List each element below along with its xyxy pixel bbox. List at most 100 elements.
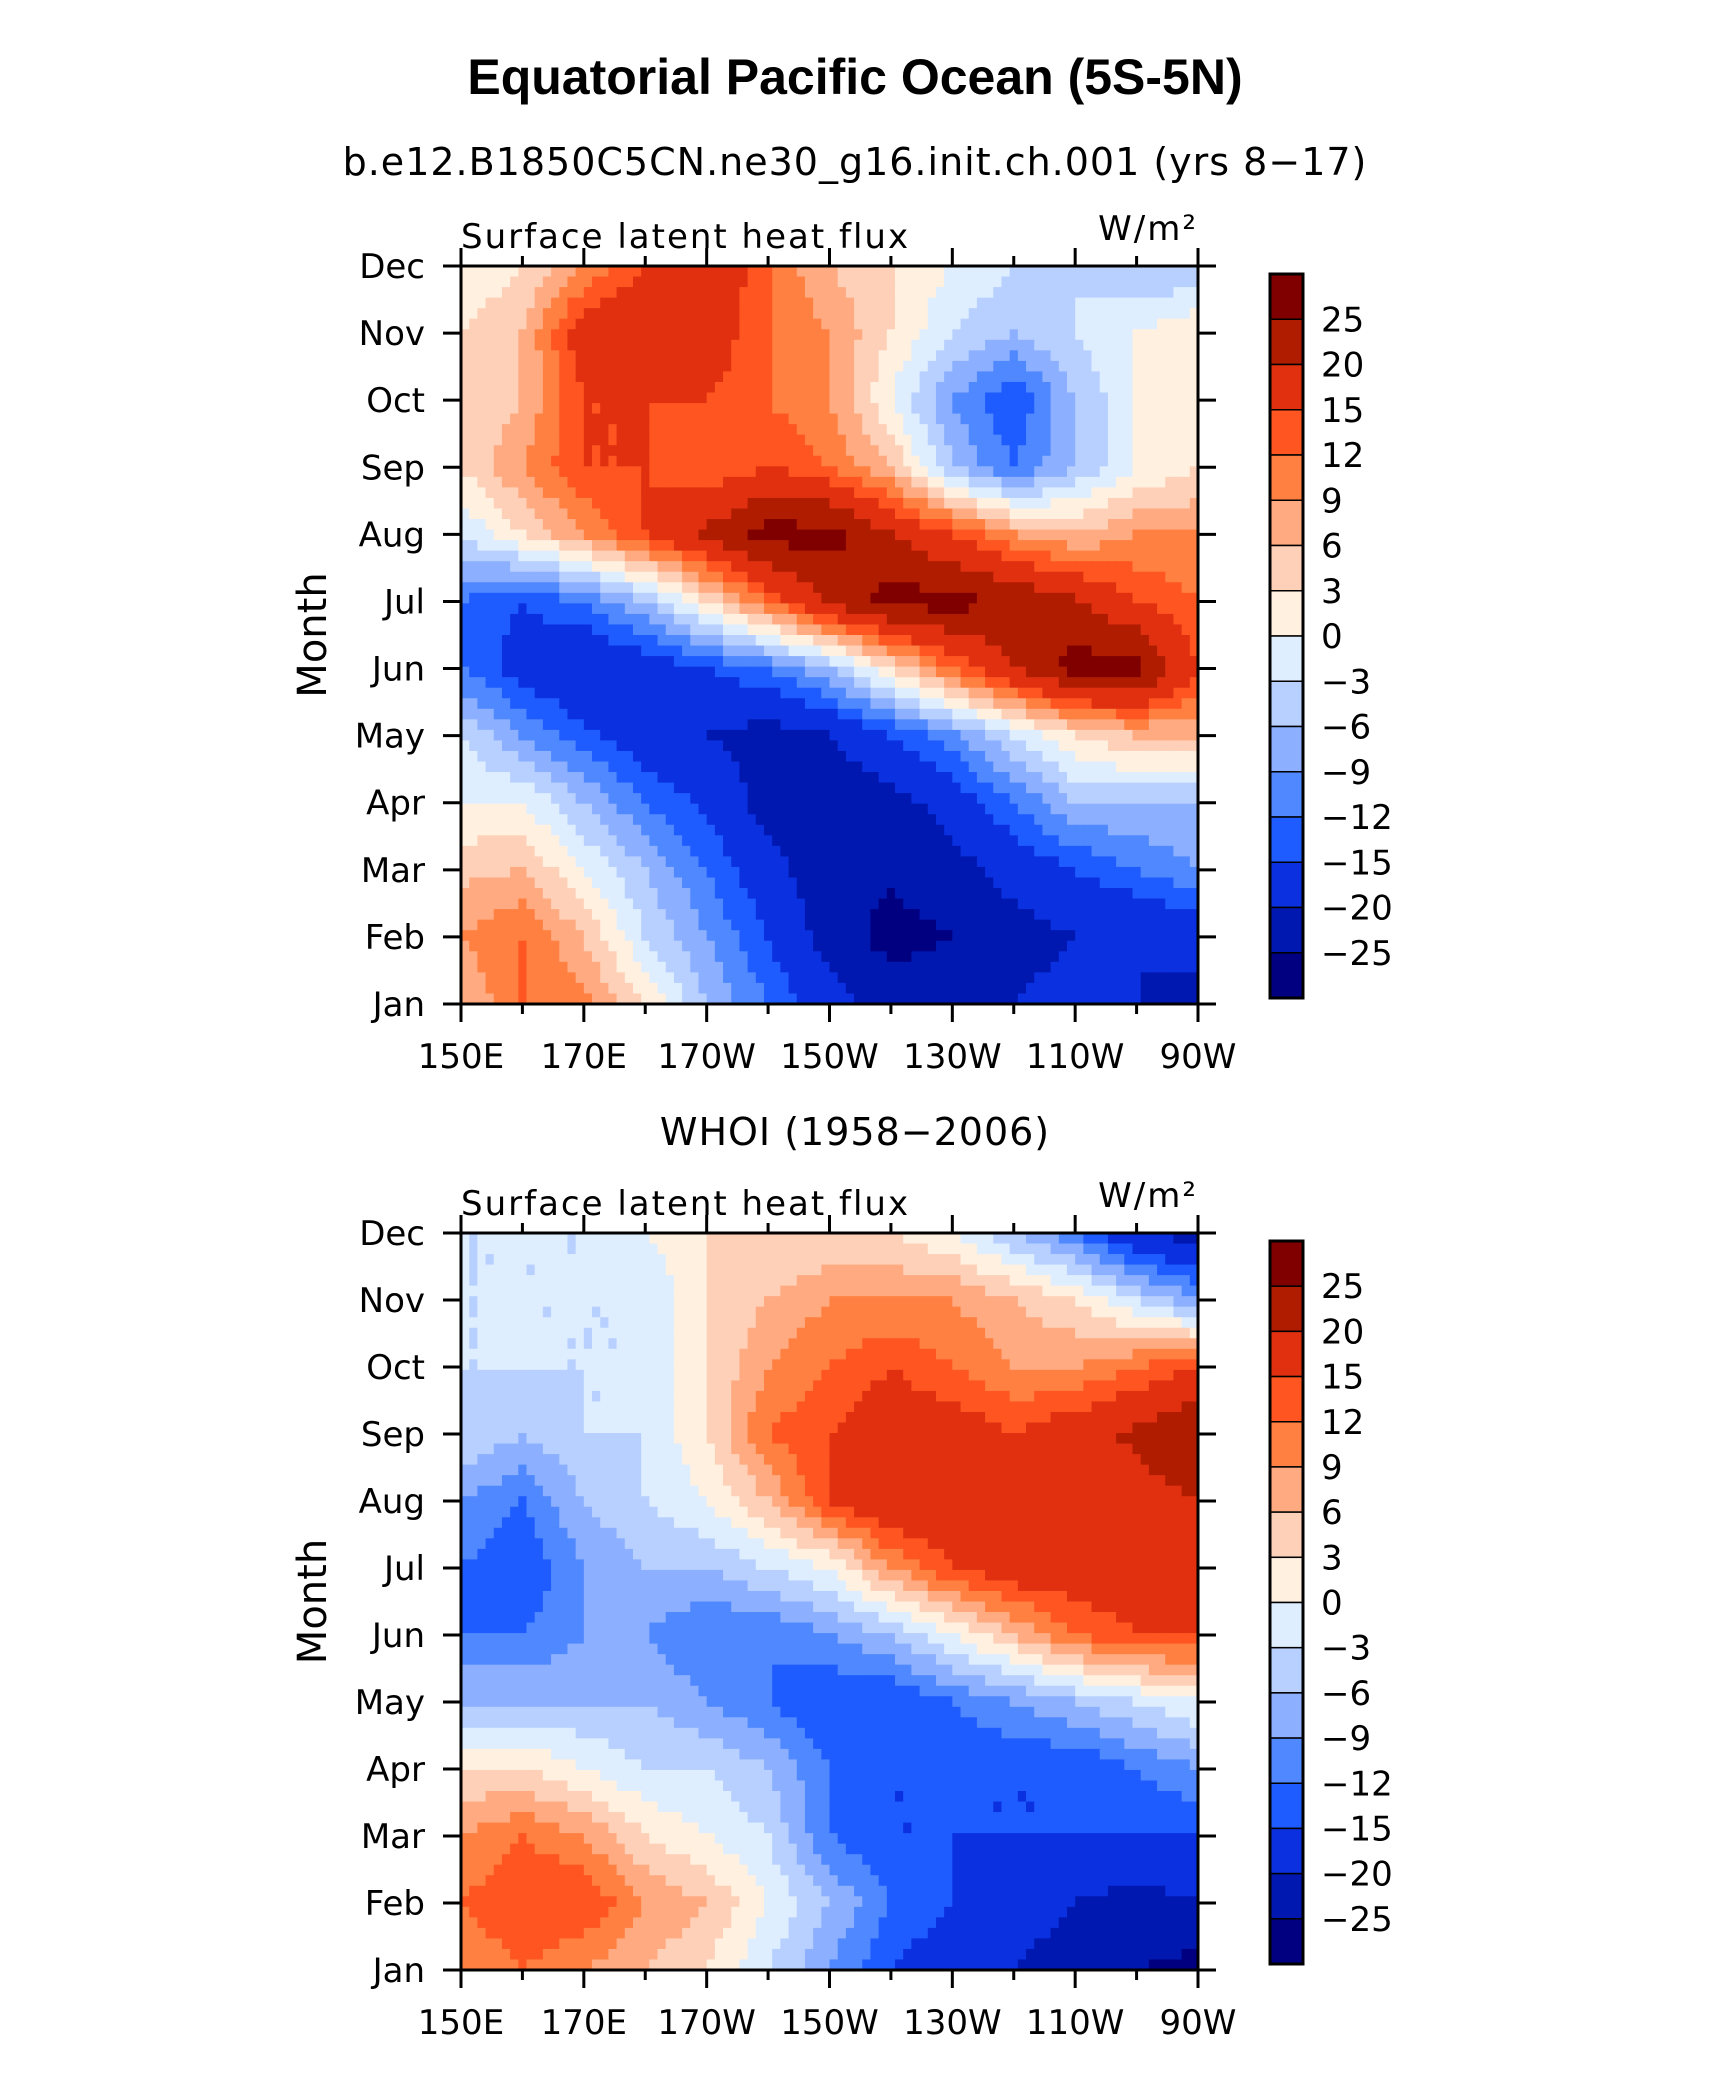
heatmap-cell: [526, 603, 536, 615]
heatmap-cell: [1034, 455, 1044, 467]
heatmap-cell: [542, 266, 552, 278]
heatmap-cell: [665, 413, 675, 425]
heatmap-cell: [854, 266, 863, 278]
heatmap-cell: [854, 371, 863, 383]
heatmap-cell: [1058, 698, 1068, 710]
heatmap-cell: [854, 445, 863, 457]
heatmap-cell: [944, 276, 953, 288]
heatmap-cell: [919, 350, 929, 362]
heatmap-cell: [903, 613, 912, 626]
heatmap-cell: [706, 403, 716, 415]
heatmap-cell: [739, 698, 749, 710]
heatmap-cell: [567, 550, 577, 562]
heatmap-cell: [608, 497, 618, 510]
heatmap-cell: [1165, 656, 1175, 668]
heatmap-cell: [903, 424, 912, 436]
heatmap-cell: [657, 613, 667, 626]
heatmap-cell: [1026, 350, 1035, 362]
heatmap-cell: [1181, 297, 1191, 309]
heatmap-cell: [763, 740, 773, 752]
heatmap-cell: [1066, 540, 1076, 552]
heatmap-cell: [1181, 487, 1191, 499]
heatmap-cell: [493, 571, 503, 583]
heatmap-cell: [1009, 687, 1019, 699]
heatmap-cell: [1116, 308, 1125, 320]
heatmap-cell: [985, 308, 994, 320]
heatmap-cell: [567, 803, 577, 815]
heatmap-cell: [993, 497, 1003, 510]
heatmap-cell: [518, 719, 528, 731]
heatmap-cell: [1066, 635, 1076, 647]
heatmap-cell: [600, 708, 609, 720]
heatmap-cell: [1132, 750, 1142, 763]
heatmap-cell: [1140, 308, 1150, 320]
heatmap-cell: [714, 561, 724, 573]
heatmap-cell: [592, 508, 601, 520]
heatmap-cell: [1189, 455, 1199, 467]
heatmap-cell: [919, 824, 929, 836]
heatmap-cell: [845, 519, 855, 531]
heatmap-cell: [919, 687, 929, 699]
heatmap-cell: [1132, 476, 1142, 488]
heatmap-cell: [469, 381, 478, 394]
heatmap-cell: [1116, 455, 1125, 467]
heatmap-cell: [878, 824, 888, 836]
heatmap-cell: [665, 287, 675, 299]
heatmap-cell: [1066, 329, 1076, 341]
heatmap-cell: [461, 772, 470, 784]
heatmap-cell: [1148, 413, 1158, 425]
heatmap-cell: [583, 666, 593, 678]
heatmap-cell: [935, 656, 945, 668]
heatmap-cell: [551, 519, 560, 531]
heatmap-cell: [1124, 592, 1134, 604]
heatmap-cell: [608, 656, 618, 668]
heatmap-cell: [1075, 403, 1084, 415]
heatmap-cell: [1148, 508, 1158, 520]
heatmap-cell: [698, 403, 708, 415]
heatmap-cell: [1107, 403, 1117, 415]
heatmap-cell: [796, 445, 806, 457]
heatmap-cell: [682, 318, 691, 330]
heatmap-cell: [944, 540, 953, 552]
heatmap-cell: [878, 666, 888, 678]
heatmap-cell: [1042, 750, 1052, 763]
heatmap-cell: [501, 793, 511, 805]
heatmap-cell: [985, 371, 994, 383]
heatmap-cell: [461, 571, 470, 583]
heatmap-cell: [706, 561, 716, 573]
heatmap-cell: [780, 392, 790, 404]
heatmap-cell: [1066, 687, 1076, 699]
heatmap-cell: [1050, 455, 1060, 467]
heatmap-cell: [1140, 793, 1150, 805]
heatmap-cell: [583, 466, 593, 478]
heatmap-cell: [788, 782, 798, 794]
heatmap-cell: [632, 424, 642, 436]
heatmap-cell: [780, 624, 790, 636]
heatmap-cell: [1009, 719, 1019, 731]
heatmap-cell: [813, 729, 822, 742]
heatmap-cell: [698, 529, 708, 541]
heatmap-cell: [878, 360, 888, 373]
heatmap-cell: [592, 329, 601, 341]
heatmap-cell: [763, 497, 773, 510]
heatmap-cell: [780, 561, 790, 573]
heatmap-cell: [1017, 476, 1027, 488]
heatmap-cell: [911, 487, 921, 499]
heatmap-cell: [1075, 561, 1084, 573]
heatmap-cell: [567, 845, 577, 857]
heatmap-cell: [1181, 761, 1191, 773]
heatmap-cell: [723, 782, 732, 794]
heatmap-cell: [1173, 750, 1183, 763]
heatmap-cell: [477, 497, 487, 510]
heatmap-cell: [1165, 371, 1175, 383]
heatmap-cell: [641, 561, 650, 573]
heatmap-cell: [714, 761, 724, 773]
heatmap-cell: [1132, 434, 1142, 446]
heatmap-cell: [1091, 656, 1101, 668]
heatmap-cell: [821, 613, 831, 626]
heatmap-cell: [854, 782, 863, 794]
heatmap-cell: [698, 329, 708, 341]
heatmap-cell: [796, 434, 806, 446]
heatmap-cell: [1157, 392, 1166, 404]
heatmap-cell: [526, 276, 536, 288]
